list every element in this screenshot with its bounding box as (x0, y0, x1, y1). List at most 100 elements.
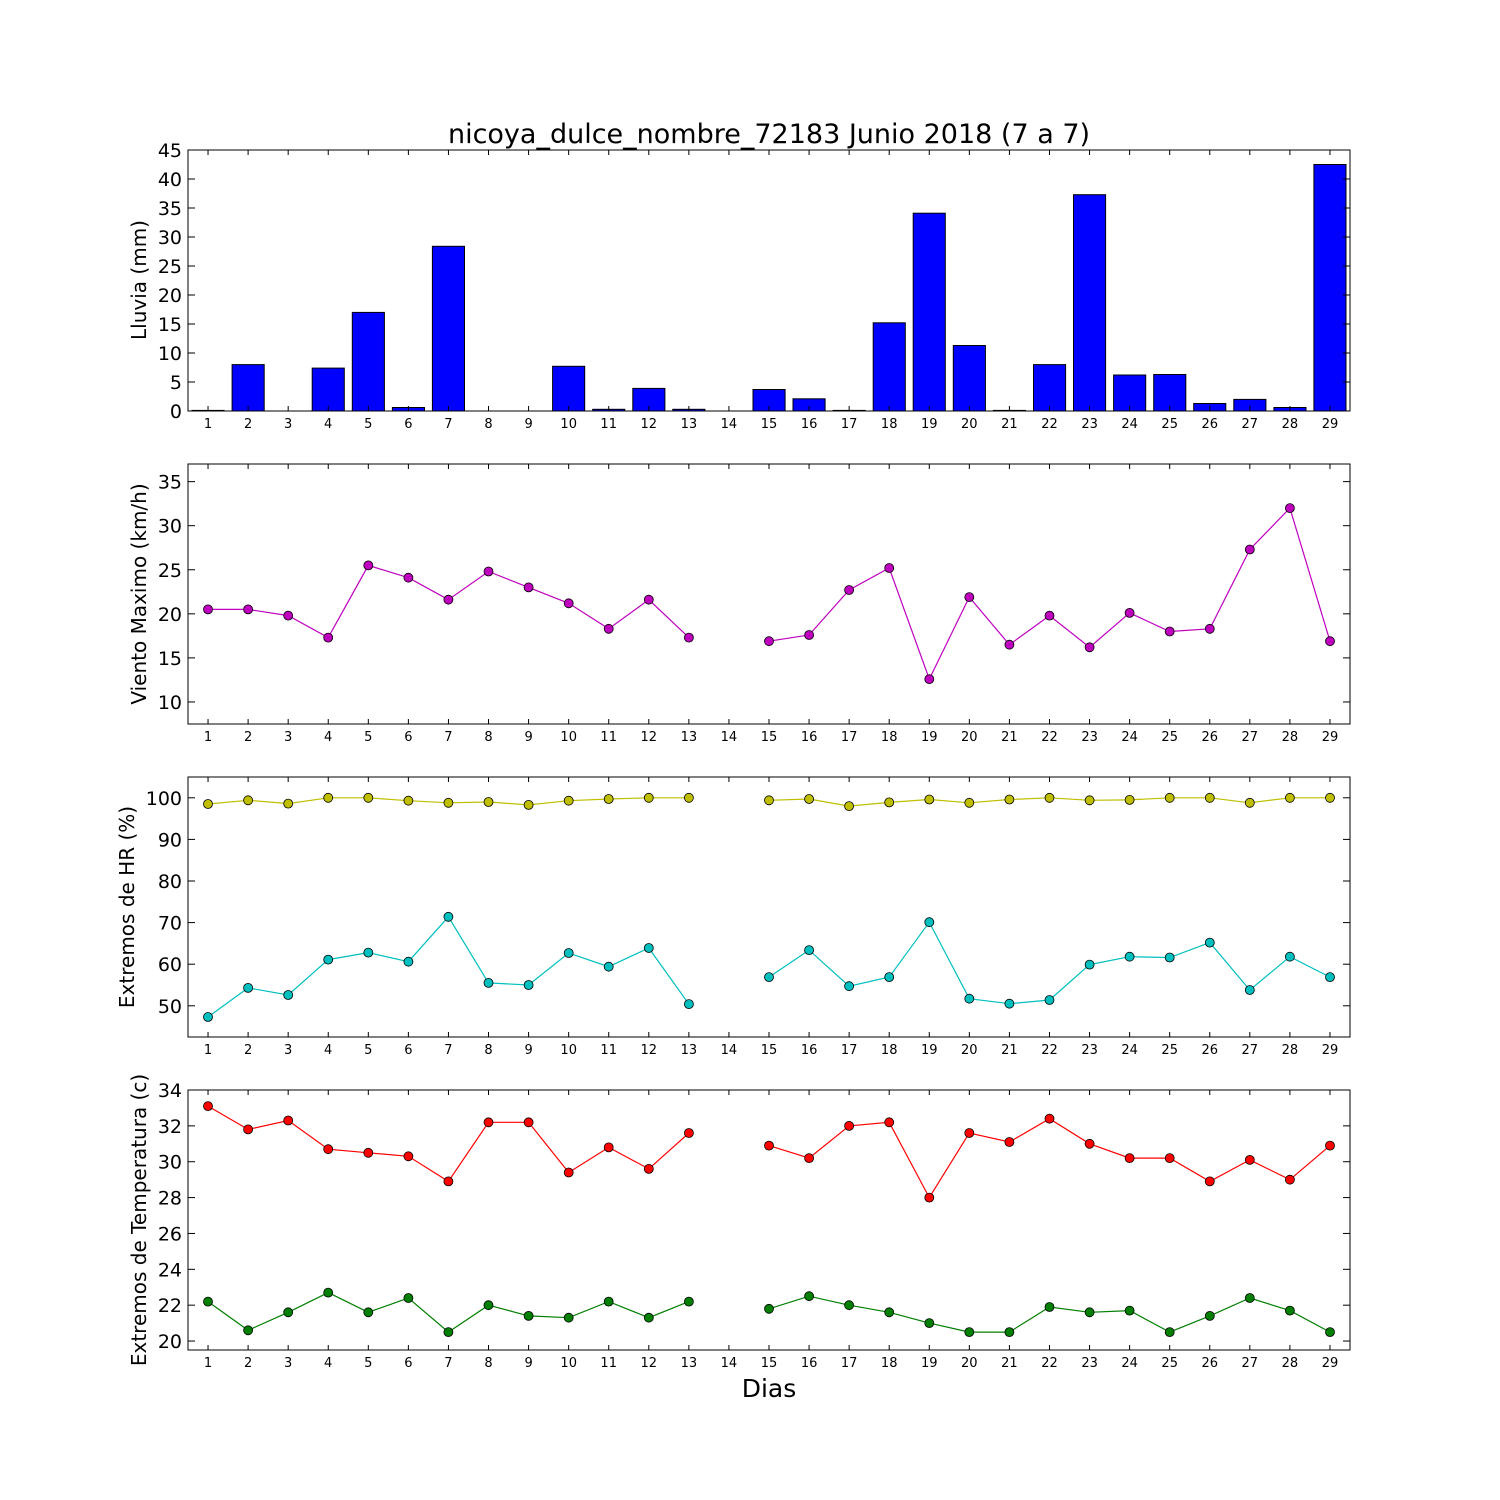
temperature-series-2-point (1044, 1302, 1055, 1312)
temperature-y-tick-label: 22 (158, 1295, 182, 1317)
temperature-x-tick-label: 1 (204, 1356, 212, 1371)
wind-x-tick-label: 21 (1001, 730, 1018, 745)
temperature-series-1-point (283, 1115, 294, 1126)
wind-x-tick-label: 7 (444, 730, 452, 745)
humidity-series-2-point (764, 972, 774, 982)
humidity-series-1-point (1044, 792, 1055, 803)
temperature-series-2-point (1164, 1327, 1175, 1337)
wind-x-tick-label: 24 (1121, 730, 1138, 745)
temperature-x-tick-label: 8 (484, 1356, 492, 1371)
temperature-series-2-point (764, 1303, 774, 1314)
humidity-x-tick-label: 10 (560, 1043, 577, 1058)
wind-x-tick-label: 16 (801, 730, 818, 745)
humidity-series-2-point (1164, 952, 1175, 963)
humidity-series-1-point (844, 801, 854, 811)
wind-x-tick-label: 17 (841, 730, 858, 745)
rain-x-tick-label: 17 (841, 417, 858, 432)
temperature-x-tick-label: 27 (1242, 1356, 1259, 1371)
humidity-x-tick-label: 3 (284, 1043, 292, 1058)
temperature-x-tick-label: 2 (244, 1356, 252, 1371)
humidity-x-tick-label: 25 (1161, 1043, 1178, 1058)
rain-x-tick-label: 5 (364, 417, 372, 432)
humidity-series-2-point (1244, 985, 1255, 995)
humidity-x-tick-label: 14 (721, 1043, 738, 1058)
humidity-x-tick-label: 1 (204, 1043, 212, 1058)
humidity-x-tick-label: 28 (1282, 1043, 1299, 1058)
temperature-series-1-point (1285, 1174, 1295, 1185)
wind-x-tick-label: 14 (721, 730, 738, 745)
wind-y-axis-label: Viento Maximo (km/h) (127, 483, 151, 704)
temperature-series-2-point (203, 1296, 213, 1307)
temperature-series-1-point (403, 1151, 414, 1162)
humidity-series-1-point (1325, 792, 1335, 803)
wind-series-1-point (1204, 623, 1215, 634)
temperature-x-tick-label: 3 (284, 1356, 292, 1371)
temperature-series-1-point (1164, 1153, 1175, 1163)
rain-x-tick-label: 21 (1001, 417, 1018, 432)
wind-series-1-point (1004, 639, 1015, 650)
temperature-series-1-point (643, 1164, 654, 1174)
temperature-series-1-point (483, 1117, 494, 1128)
humidity-series-1-point (964, 797, 975, 808)
rain-bar (1073, 194, 1107, 412)
wind-x-tick-label: 19 (921, 730, 938, 745)
rain-x-tick-label: 7 (444, 417, 452, 432)
humidity-x-tick-label: 21 (1001, 1043, 1018, 1058)
wind-series-1-point (764, 636, 774, 647)
temperature-series-2-point (684, 1296, 694, 1307)
humidity-series-1-point (443, 797, 454, 808)
temperature-series-2-point (964, 1327, 975, 1337)
temperature-series-1-point (203, 1101, 213, 1111)
temperature-series-2-point (884, 1307, 895, 1318)
temperature-series-2-point (443, 1327, 454, 1337)
humidity-series-1-point (884, 797, 895, 808)
temperature-series-1-point (964, 1128, 975, 1138)
wind-series-1-point (844, 585, 854, 595)
humidity-x-tick-label: 26 (1202, 1043, 1219, 1058)
humidity-series-1-point (603, 794, 614, 804)
wind-x-tick-label: 6 (404, 730, 412, 745)
humidity-series-2-point (283, 990, 294, 1000)
temperature-series-1-point (1204, 1176, 1215, 1187)
humidity-x-tick-label: 19 (921, 1043, 938, 1058)
humidity-x-tick-label: 2 (244, 1043, 252, 1058)
wind-x-tick-label: 27 (1242, 730, 1259, 745)
wind-y-tick-label: 20 (158, 604, 182, 626)
temperature-y-tick-label: 28 (158, 1188, 182, 1210)
rain-x-tick-label: 25 (1161, 417, 1178, 432)
humidity-series-2-point (1004, 998, 1015, 1009)
temperature-series-1-point (523, 1117, 534, 1128)
temperature-series-2-point (323, 1287, 334, 1298)
rain-x-tick-label: 20 (961, 417, 978, 432)
rain-y-tick-label: 0 (170, 401, 182, 423)
wind-x-tick-label: 18 (881, 730, 898, 745)
wind-series-1-point (1124, 608, 1135, 618)
wind-series-1-point (1084, 642, 1095, 653)
humidity-x-tick-label: 15 (761, 1043, 778, 1058)
humidity-x-tick-label: 4 (324, 1043, 332, 1058)
temperature-y-tick-label: 26 (158, 1223, 182, 1245)
temperature-series-1-point (684, 1128, 694, 1138)
temperature-series-2-point (1124, 1305, 1135, 1316)
wind-series-1-point (884, 563, 895, 573)
humidity-series-2-point (1204, 937, 1215, 948)
humidity-x-tick-label: 24 (1121, 1043, 1138, 1058)
humidity-series-1-point (643, 792, 654, 803)
rain-bar (351, 311, 385, 412)
humidity-x-tick-label: 23 (1081, 1043, 1098, 1058)
humidity-series-1-point (1164, 792, 1175, 803)
humidity-series-1-point (483, 797, 494, 807)
rain-x-tick-label: 27 (1242, 417, 1259, 432)
humidity-x-tick-label: 20 (961, 1043, 978, 1058)
temperature-y-tick-label: 32 (158, 1116, 182, 1138)
temperature-x-tick-label: 26 (1202, 1356, 1219, 1371)
rain-x-tick-label: 2 (244, 417, 252, 432)
wind-series-1-point (1244, 544, 1255, 555)
rain-bar (952, 345, 986, 412)
temperature-series-1-point (243, 1124, 254, 1135)
rain-x-tick-label: 13 (681, 417, 698, 432)
humidity-x-tick-label: 9 (524, 1043, 532, 1058)
